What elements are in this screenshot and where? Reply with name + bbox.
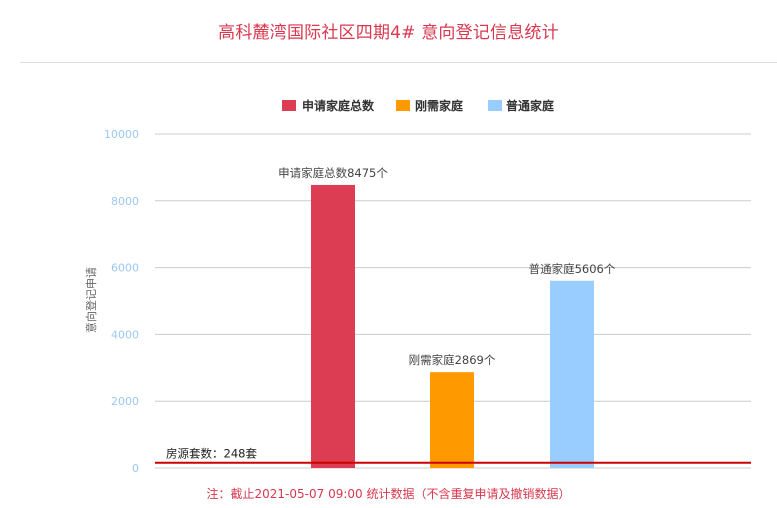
y-tick-label: 6000 [111, 262, 139, 275]
bar-data-label: 普通家庭5606个 [529, 262, 616, 276]
y-tick-label: 0 [132, 462, 139, 475]
bar-data-label: 申请家庭总数8475个 [278, 166, 388, 180]
y-tick-label: 8000 [111, 195, 139, 208]
y-tick-label: 4000 [111, 328, 139, 341]
bar [311, 184, 355, 468]
reference-line-group: 房源套数：248套 [155, 447, 751, 464]
y-tick-label: 10000 [104, 128, 139, 141]
title-divider [20, 62, 777, 63]
legend-swatch [488, 100, 502, 111]
y-axis-label: 意向登记申请 [84, 267, 98, 333]
legend: 申请家庭总数 刚需家庭 普通家庭 [282, 98, 554, 113]
legend-label: 申请家庭总数 [302, 98, 375, 113]
bar [430, 372, 474, 468]
page-title: 高科麓湾国际社区四期4# 意向登记信息统计 [218, 23, 559, 43]
legend-label: 普通家庭 [506, 98, 554, 113]
bar [550, 280, 594, 468]
reference-line-label: 房源套数：248套 [166, 447, 257, 461]
y-tick-label: 2000 [111, 395, 139, 408]
legend-label: 刚需家庭 [415, 98, 463, 113]
footnote: 注：截止2021-05-07 09:00 统计数据（不含重复申请及撤销数据） [206, 487, 571, 501]
legend-swatch [282, 100, 296, 111]
y-axis-ticks: 0 2000 4000 6000 8000 10000 [104, 128, 139, 475]
legend-swatch [396, 100, 410, 111]
bar-data-label: 刚需家庭2869个 [409, 353, 496, 367]
